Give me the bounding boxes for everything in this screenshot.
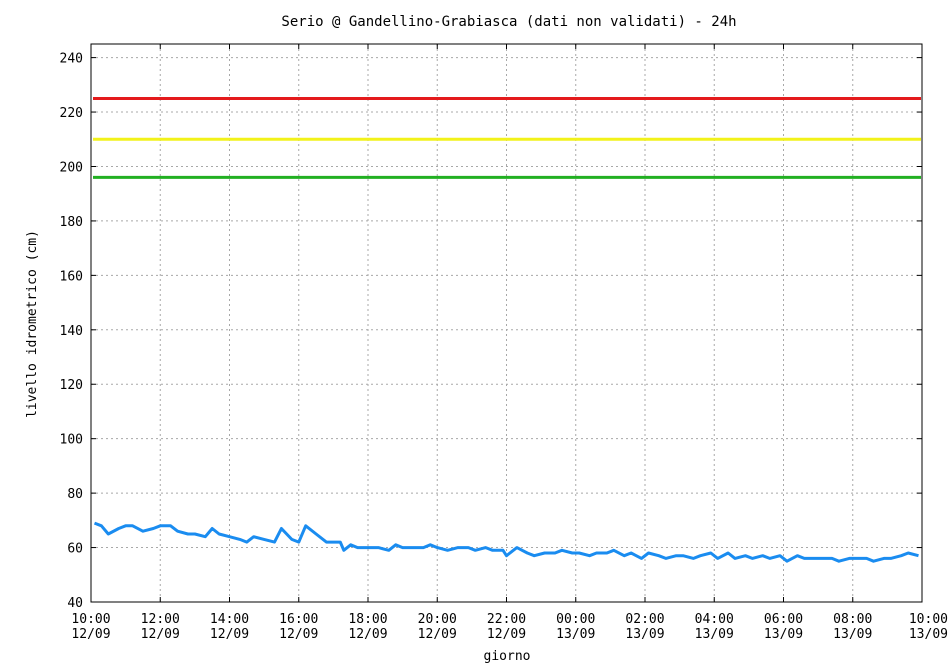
x-tick-label-date: 12/09 <box>141 627 180 642</box>
grid <box>91 44 922 602</box>
y-axis-label: livello idrometrico (cm) <box>25 230 40 418</box>
y-tick-label: 140 <box>60 324 83 339</box>
y-tick-label: 60 <box>67 542 83 557</box>
x-tick-label-time: 22:00 <box>487 612 526 627</box>
x-tick-label-date: 12/09 <box>348 627 387 642</box>
x-tick-label-time: 02:00 <box>625 612 664 627</box>
x-tick-label-date: 12/09 <box>210 627 249 642</box>
x-tick-label-time: 08:00 <box>833 612 872 627</box>
y-tick-label: 100 <box>60 433 83 448</box>
y-axis: 40 60 80 100 120 140 160 180 200 220 240 <box>60 52 922 611</box>
x-tick-label-time: 10:00 <box>909 612 948 627</box>
x-tick-label-date: 12/09 <box>279 627 318 642</box>
series-line <box>93 521 919 563</box>
x-tick-label-date: 13/09 <box>556 627 595 642</box>
x-tick-label-date: 13/09 <box>695 627 734 642</box>
x-axis: 10:0012/0912:0012/0914:0012/0916:0012/09… <box>71 44 948 642</box>
y-tick-label: 200 <box>60 160 83 175</box>
threshold-lines <box>93 96 921 179</box>
x-tick-label-date: 12/09 <box>71 627 110 642</box>
y-tick-label: 160 <box>60 269 83 284</box>
y-tick-label: 240 <box>60 52 83 67</box>
x-tick-label-date: 13/09 <box>833 627 872 642</box>
x-tick-label-time: 14:00 <box>210 612 249 627</box>
x-tick-label-date: 13/09 <box>909 627 948 642</box>
y-tick-label: 220 <box>60 106 83 121</box>
x-tick-label-date: 12/09 <box>418 627 457 642</box>
y-tick-label: 180 <box>60 215 83 230</box>
x-tick-label-time: 12:00 <box>141 612 180 627</box>
x-tick-label-time: 20:00 <box>418 612 457 627</box>
x-tick-label-date: 12/09 <box>487 627 526 642</box>
y-tick-label: 120 <box>60 378 83 393</box>
x-tick-label-time: 00:00 <box>556 612 595 627</box>
x-tick-label-time: 10:00 <box>71 612 110 627</box>
x-tick-label-time: 18:00 <box>348 612 387 627</box>
x-tick-label-time: 16:00 <box>279 612 318 627</box>
series-layer <box>93 521 919 563</box>
y-tick-label: 80 <box>67 487 83 502</box>
x-tick-label-time: 04:00 <box>695 612 734 627</box>
x-axis-label: giorno <box>484 649 531 664</box>
chart-title: Serio @ Gandellino-Grabiasca (dati non v… <box>281 14 736 30</box>
y-tick-label: 40 <box>67 596 83 611</box>
x-tick-label-date: 13/09 <box>625 627 664 642</box>
x-tick-label-date: 13/09 <box>764 627 803 642</box>
plot-frame <box>90 43 923 603</box>
x-tick-label-time: 06:00 <box>764 612 803 627</box>
